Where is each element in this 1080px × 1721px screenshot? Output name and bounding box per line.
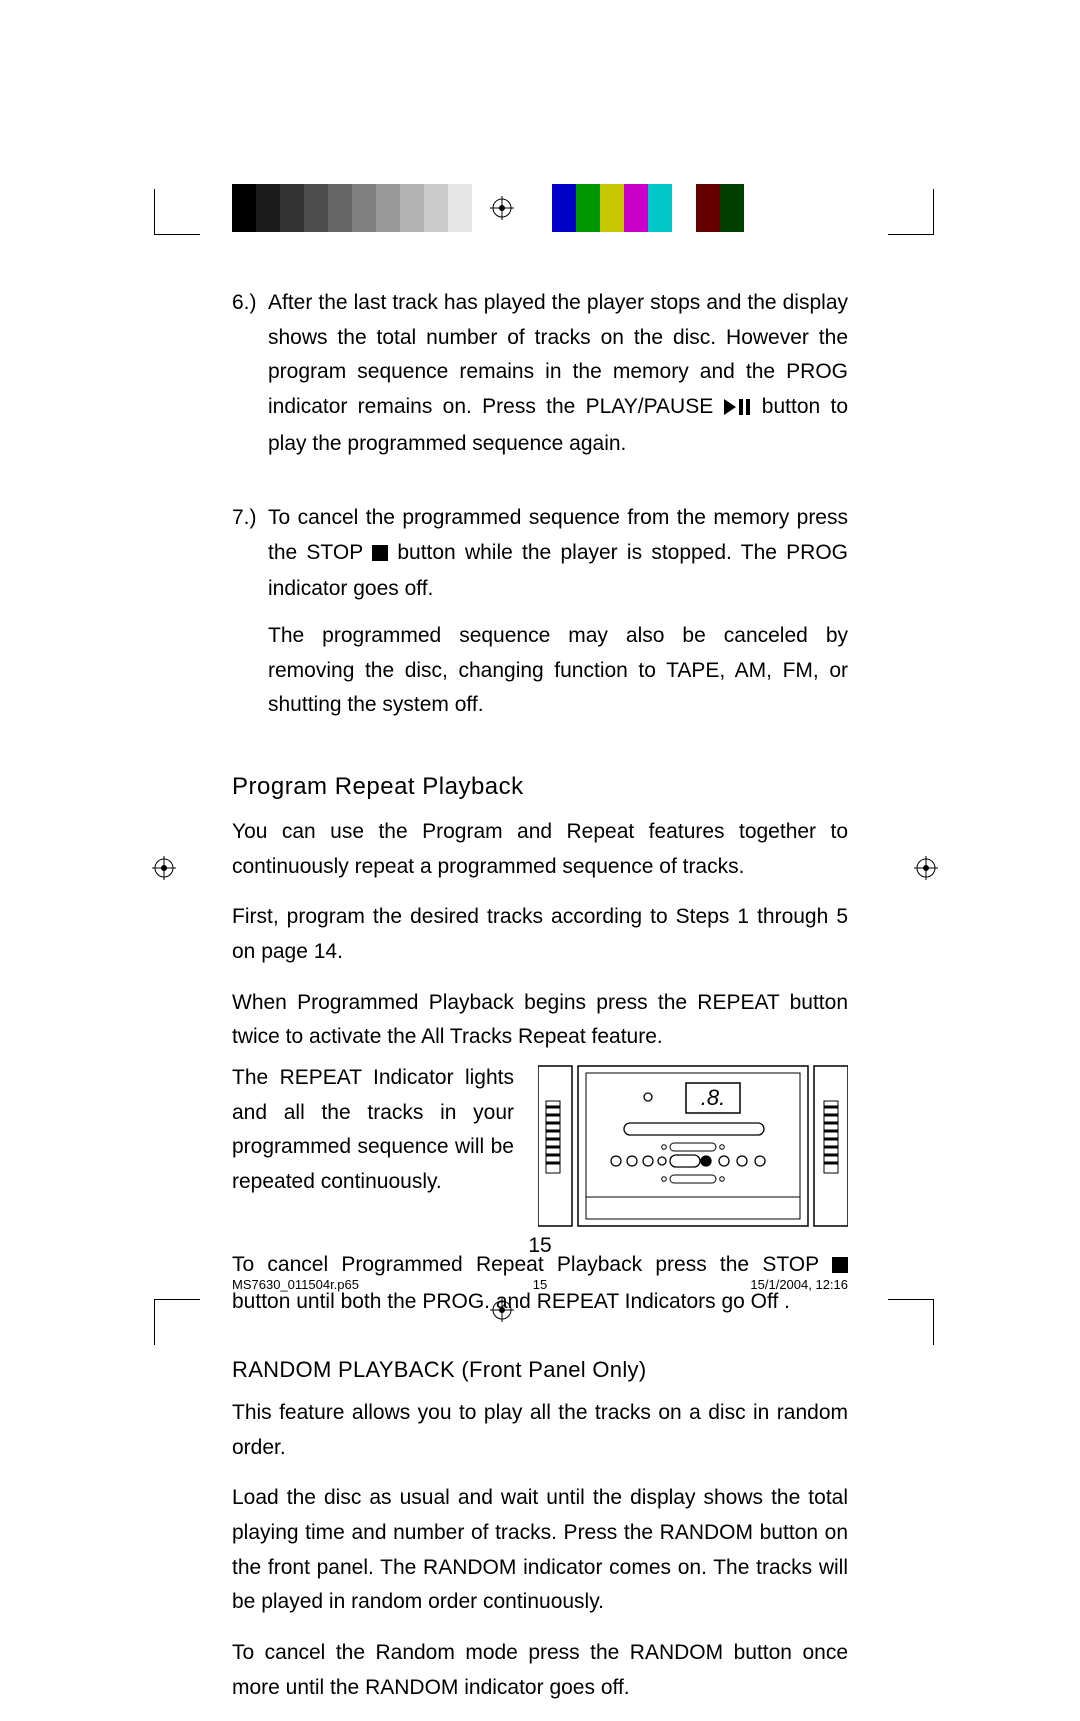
crop-mark-bottom-right <box>888 1299 934 1300</box>
section-heading-random-playback: RANDOM PLAYBACK (Front Panel Only) <box>232 1353 848 1386</box>
paragraph: The REPEAT Indicator lights and all the … <box>232 1061 514 1200</box>
list-item-7-sub: The programmed sequence may also be canc… <box>268 619 848 723</box>
registration-target-top <box>490 196 514 220</box>
gray-wedge-step <box>400 184 424 232</box>
list-item-body: After the last track has played the play… <box>268 286 848 461</box>
crop-mark-top-right <box>888 234 934 235</box>
play-pause-icon <box>724 392 752 427</box>
paragraph: You can use the Program and Repeat featu… <box>232 815 848 884</box>
color-wedge-step <box>696 184 720 232</box>
section-heading-program-repeat: Program Repeat Playback <box>232 769 848 805</box>
text: button until both the PROG. and REPEAT I… <box>232 1290 790 1313</box>
list-item-7: 7.) To cancel the programmed sequence fr… <box>232 501 848 607</box>
color-wedge-step <box>624 184 648 232</box>
gray-wedge-step <box>232 184 256 232</box>
device-figure: .8. <box>538 1061 848 1236</box>
color-wedge-step <box>576 184 600 232</box>
gray-wedge-step <box>352 184 376 232</box>
page-content: 6.) After the last track has played the … <box>232 286 848 1721</box>
footer-timestamp: 15/1/2004, 12:16 <box>750 1277 848 1292</box>
crop-mark-top-left <box>154 234 200 235</box>
footer-page-small: 15 <box>533 1277 547 1292</box>
paragraph: When Programmed Playback begins press th… <box>232 986 848 1055</box>
gray-wedge-step <box>304 184 328 232</box>
list-item-body: To cancel the programmed sequence from t… <box>268 501 848 607</box>
paragraph-with-figure: The REPEAT Indicator lights and all the … <box>232 1061 848 1236</box>
gray-wedge-step <box>424 184 448 232</box>
gray-wedge-step <box>448 184 472 232</box>
footer: MS7630_011504r.p65 15 15/1/2004, 12:16 <box>232 1277 848 1292</box>
stop-icon <box>372 538 388 573</box>
lcd-text: .8. <box>701 1085 725 1110</box>
gray-wedge-step <box>328 184 352 232</box>
color-wedge-step <box>720 184 744 232</box>
page-number: 15 <box>0 1234 1080 1258</box>
registration-target-left <box>152 856 176 880</box>
color-wedge-step <box>648 184 672 232</box>
registration-target-right <box>914 856 938 880</box>
crop-mark-bottom-left <box>154 1299 200 1300</box>
gray-wedge-step <box>256 184 280 232</box>
gray-wedge-step <box>376 184 400 232</box>
color-wedge-step <box>600 184 624 232</box>
footer-filename: MS7630_011504r.p65 <box>232 1277 359 1292</box>
document-page: 6.) After the last track has played the … <box>0 0 1080 1528</box>
list-item-number: 6.) <box>232 286 268 461</box>
list-item-number: 7.) <box>232 501 268 607</box>
paragraph: First, program the desired tracks accord… <box>232 900 848 969</box>
paragraph: To cancel the Random mode press the RAND… <box>232 1636 848 1705</box>
gray-wedge-step <box>280 184 304 232</box>
list-item-6: 6.) After the last track has played the … <box>232 286 848 461</box>
paragraph: Load the disc as usual and wait until th… <box>232 1481 848 1620</box>
color-wedge <box>552 184 744 232</box>
color-wedge-step <box>552 184 576 232</box>
paragraph: This feature allows you to play all the … <box>232 1396 848 1465</box>
grayscale-wedge <box>232 184 496 232</box>
color-wedge-step <box>672 184 696 232</box>
